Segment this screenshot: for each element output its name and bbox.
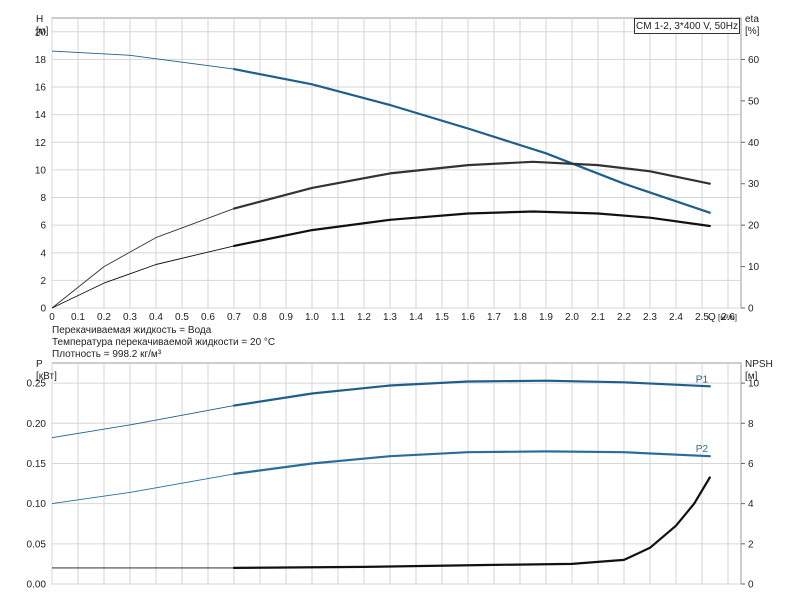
- power-y2-tick-label: 10: [748, 379, 760, 390]
- head-series-eta-total-thin: [51, 208, 235, 309]
- head-y-tick-label: 20: [35, 27, 47, 38]
- head-x-tick-label: 0.4: [149, 312, 163, 323]
- head-y-tick-label: 18: [35, 55, 47, 66]
- head-x-tick-label: 1.2: [357, 312, 371, 323]
- power-ylabel: P: [36, 359, 43, 370]
- head-y-tick-label: 8: [40, 193, 46, 204]
- head-x-tick-label: 0.8: [253, 312, 267, 323]
- head-x-tick-label: 2.3: [643, 312, 657, 323]
- head-x-tick-label: 0.3: [123, 312, 137, 323]
- head-y2label: eta: [745, 14, 759, 25]
- head-x-tick-label: 1.3: [383, 312, 397, 323]
- head-y2-tick-label: 50: [748, 96, 760, 107]
- power-series-p1-thin: [51, 405, 235, 439]
- head-x-tick-label: 1.0: [305, 312, 319, 323]
- power-y2-tick-label: 6: [748, 459, 754, 470]
- head-x-tick-label: 2.0: [565, 312, 579, 323]
- head-x-tick-label: 1.1: [331, 312, 345, 323]
- power-series-label-p2: P2: [696, 444, 709, 455]
- head-x-tick-label: 2.1: [591, 312, 605, 323]
- power-series-p2-thin: [51, 473, 235, 505]
- head-series-eta-pump: [232, 210, 711, 247]
- head-x-tick-label: 0.5: [175, 312, 189, 323]
- head-y-tick-label: 12: [35, 138, 47, 149]
- head-x-tick-label: 2.5: [695, 312, 709, 323]
- head-series-h-thin: [51, 50, 235, 70]
- chart-title: CM 1-2, 3*400 V, 50Hz: [634, 18, 740, 34]
- power-y-tick-label: 0.20: [27, 419, 47, 430]
- power-y2-tick-label: 2: [748, 539, 754, 550]
- head-y-tick-label: 4: [40, 248, 46, 259]
- head-xlabel-unit: [м³/ч]: [718, 313, 737, 322]
- head-x-tick-label: 1.7: [487, 312, 501, 323]
- note-temperature: Температура перекачиваемой жидкости = 20…: [52, 337, 276, 348]
- head-x-tick-label: 1.9: [539, 312, 553, 323]
- head-x-tick-label: 0.7: [227, 312, 241, 323]
- head-y-tick-label: 10: [35, 165, 47, 176]
- head-x-tick-label: 2.6: [721, 312, 735, 323]
- power-frame: [51, 362, 742, 585]
- power-y-tick-label: 0.00: [27, 580, 47, 591]
- head-x-tick-label: 0.1: [71, 312, 85, 323]
- power-y2label-unit: [м]: [745, 371, 758, 382]
- power-series-label-p1: P1: [696, 374, 709, 385]
- head-y-tick-label: 16: [35, 83, 47, 94]
- head-series-h: [232, 68, 711, 214]
- head-series-eta-pump-thin: [51, 245, 235, 309]
- head-ylabel-unit: [м]: [36, 26, 49, 37]
- power-series-p2: [232, 450, 711, 475]
- power-y2label: NPSH: [745, 359, 773, 370]
- head-x-tick-label: 1.4: [409, 312, 423, 323]
- head-y2-tick-label: 0: [748, 304, 754, 315]
- head-ylabel: H: [36, 14, 43, 25]
- head-x-tick-label: 0: [49, 312, 55, 323]
- power-y2-tick-label: 4: [748, 499, 754, 510]
- head-x-tick-label: 1.6: [461, 312, 475, 323]
- head-y2-tick-label: 40: [748, 138, 760, 149]
- head-y-tick-label: 14: [35, 110, 47, 121]
- note-liquid: Перекачиваемая жидкость = Вода: [52, 325, 212, 336]
- head-x-tick-label: 1.5: [435, 312, 449, 323]
- power-series-npsh: [232, 476, 711, 569]
- head-y2-tick-label: 20: [748, 221, 760, 232]
- power-series-p1: [232, 379, 711, 407]
- power-y-tick-label: 0.10: [27, 499, 47, 510]
- head-x-tick-label: 0.2: [97, 312, 111, 323]
- head-y-tick-label: 0: [40, 304, 46, 315]
- note-density: Плотность = 998.2 кг/м³: [52, 349, 162, 360]
- head-y2label-unit: [%]: [745, 26, 760, 37]
- power-ylabel-unit: [кВт]: [36, 371, 57, 382]
- power-y2-tick-label: 8: [748, 419, 754, 430]
- head-xlabel: Q: [708, 312, 716, 323]
- power-y-tick-label: 0.25: [27, 379, 47, 390]
- head-x-tick-label: 1.8: [513, 312, 527, 323]
- head-x-tick-label: 2.4: [669, 312, 683, 323]
- head-x-tick-label: 0.9: [279, 312, 293, 323]
- head-y-tick-label: 2: [40, 276, 46, 287]
- head-y2-tick-label: 30: [748, 179, 760, 190]
- head-y2-tick-label: 60: [748, 55, 760, 66]
- power-y-tick-label: 0.05: [27, 539, 47, 550]
- head-y-tick-label: 6: [40, 221, 46, 232]
- head-x-tick-label: 2.2: [617, 312, 631, 323]
- head-x-tick-label: 0.6: [201, 312, 215, 323]
- head-y2-tick-label: 10: [748, 262, 760, 273]
- head-series-eta-total: [232, 160, 711, 210]
- power-y-tick-label: 0.15: [27, 459, 47, 470]
- power-y2-tick-label: 0: [748, 580, 754, 591]
